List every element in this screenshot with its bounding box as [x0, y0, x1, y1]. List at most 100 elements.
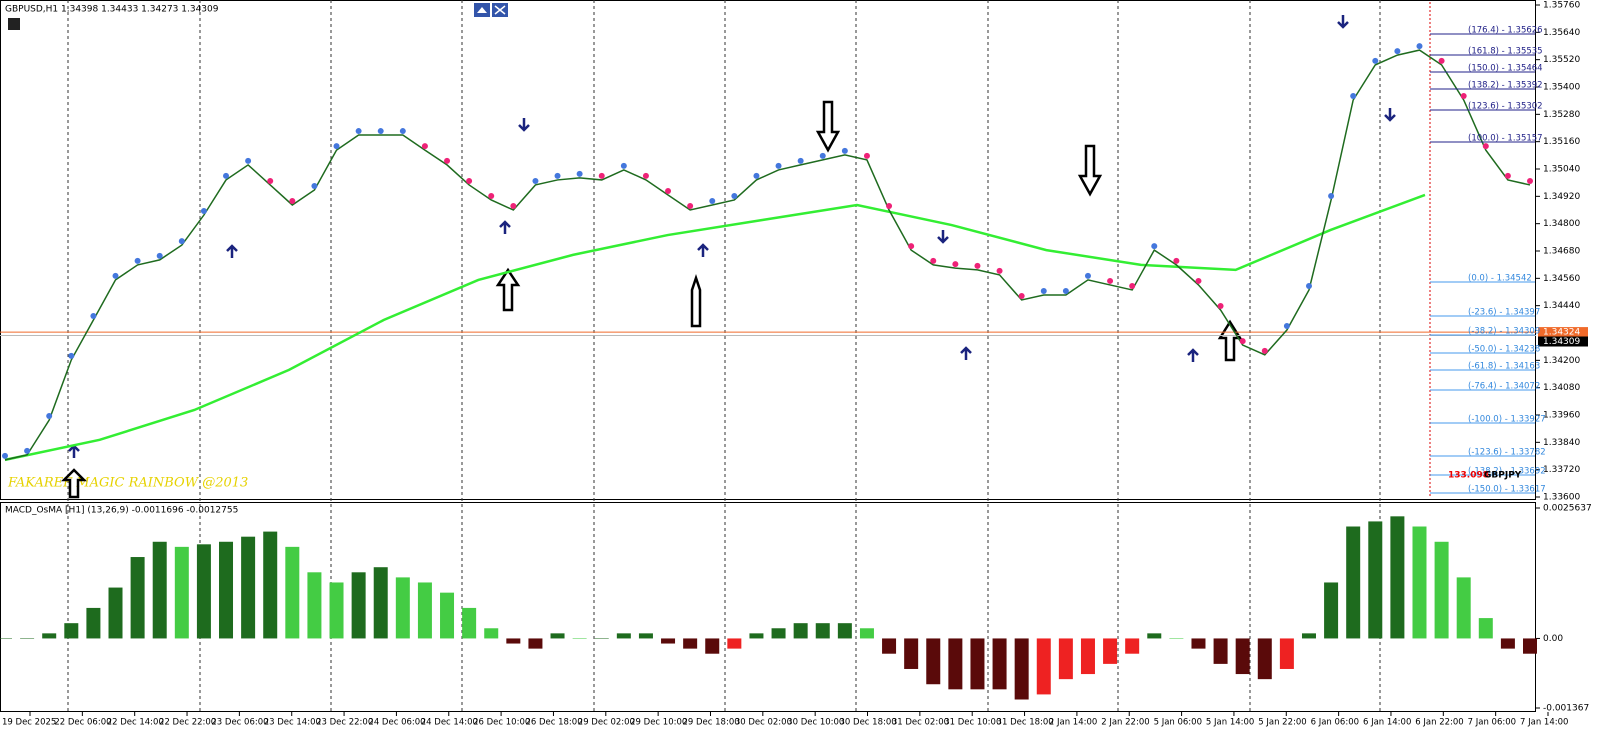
macd-bar: [1036, 638, 1051, 695]
price-dot: [731, 192, 738, 199]
price-dot: [598, 172, 605, 179]
macd-bar: [1191, 638, 1206, 649]
fib-label: (161.8) - 1.35535: [1468, 47, 1543, 57]
macd-bar: [705, 638, 720, 654]
up-icon: [477, 7, 487, 13]
price-dot: [576, 170, 583, 177]
price-dot: [952, 261, 959, 268]
macd-bar: [594, 638, 609, 639]
price-dot: [642, 172, 649, 179]
x-tick-label: 23 Dec 22:00: [316, 718, 373, 728]
y-tick-label: 1.35160: [1543, 137, 1580, 147]
x-icon: [494, 5, 506, 15]
price-dot: [68, 352, 75, 359]
y-tick-label: 1.35400: [1543, 83, 1580, 93]
x-tick-label: 5 Jan 14:00: [1206, 718, 1254, 728]
macd-bar: [661, 638, 676, 644]
price-dot: [1305, 282, 1312, 289]
y-tick-label: 1.34560: [1543, 274, 1580, 284]
fib-label: (-150.0) - 1.33617: [1468, 485, 1546, 495]
buy-arrow: [60, 468, 88, 499]
macd-bar: [793, 623, 808, 639]
menu-button[interactable]: [8, 18, 20, 30]
price-dot: [156, 252, 163, 259]
macd-bar: [329, 582, 344, 639]
macd-bar: [219, 541, 234, 639]
price-dot: [510, 203, 517, 209]
y-tick-label: 1.33960: [1543, 411, 1580, 421]
macd-bar: [1147, 633, 1162, 639]
macd-bar: [1301, 633, 1316, 639]
up-arrow: [1187, 348, 1199, 362]
close-line: [4, 49, 1531, 461]
buy-arrow: [1217, 319, 1243, 362]
price-dot: [974, 262, 981, 269]
price-dot: [930, 257, 937, 264]
macd-bar: [1213, 638, 1228, 664]
price-dot: [1084, 272, 1091, 279]
price-dot: [1062, 287, 1069, 294]
price-dot: [421, 143, 428, 150]
vertical-grid: [67, 0, 1431, 712]
price-dot: [1504, 172, 1511, 179]
price-dot: [24, 447, 31, 454]
fib-label: (100.0) - 1.35157: [1468, 134, 1543, 144]
price-dot: [709, 197, 716, 204]
price-dot: [554, 172, 561, 179]
cross-price: 133.098: [1448, 471, 1489, 481]
fib-label: (-38.2) - 1.34309: [1468, 327, 1540, 337]
macd-bar: [351, 572, 366, 639]
macd-bar: [20, 638, 35, 639]
x-tick-label: 29 Dec 02:00: [578, 718, 635, 728]
price-dot: [1527, 177, 1533, 184]
price-dot: [1460, 92, 1467, 99]
macd-bar: [307, 572, 322, 639]
price-dot: [267, 177, 274, 184]
price-dot: [841, 147, 848, 154]
y-tick-label: 1.35280: [1543, 110, 1580, 120]
macd-bar: [285, 546, 300, 639]
macd-panel-frame: [0, 502, 1536, 712]
macd-bar: [1412, 526, 1427, 639]
y-tick-label: -0.001367: [1543, 704, 1589, 714]
macd-bar: [42, 633, 57, 639]
macd-bar: [1257, 638, 1272, 680]
price-dot: [1040, 287, 1047, 294]
fib-label: (-123.6) - 1.33782: [1468, 448, 1546, 458]
macd-bar: [86, 607, 101, 639]
x-tick-label: 6 Jan 14:00: [1363, 718, 1411, 728]
x-tick-label: 31 Dec 10:00: [944, 718, 1001, 728]
price-dot: [819, 152, 826, 159]
x-tick-label: 29 Dec 10:00: [630, 718, 687, 728]
x-tick-label: 22 Dec 22:00: [159, 718, 216, 728]
macd-bar: [992, 638, 1007, 690]
macd-bar: [0, 638, 12, 639]
price-dot: [1195, 277, 1202, 284]
price-dot: [1283, 323, 1290, 330]
price-dot: [1394, 48, 1401, 55]
price-dot: [444, 157, 451, 164]
macd-bar: [1390, 516, 1405, 639]
macd-bar: [1523, 638, 1537, 654]
x-tick-label: 6 Jan 22:00: [1415, 718, 1463, 728]
fib-label: (0.0) - 1.34542: [1468, 274, 1532, 284]
signal-arrows: [60, 100, 1243, 499]
down-arrow: [937, 230, 949, 244]
price-dot: [532, 177, 539, 184]
macd-bar: [506, 638, 521, 644]
y-tick-label: 0.0025637: [1543, 504, 1592, 514]
macd-bar: [174, 546, 189, 639]
macd-bar: [572, 638, 587, 639]
macd-bar: [837, 623, 852, 639]
x-tick-label: 30 Dec 18:00: [840, 718, 897, 728]
macd-bar: [484, 628, 499, 639]
y-tick-label: 1.33720: [1543, 465, 1580, 475]
price-dot: [1107, 277, 1114, 284]
price-dot: [134, 257, 141, 264]
price-dot: [112, 272, 119, 279]
price-dot: [355, 128, 362, 135]
macd-bar: [1478, 618, 1493, 639]
macd-bar: [108, 587, 123, 639]
fib-label: (138.2) - 1.35392: [1468, 81, 1543, 91]
